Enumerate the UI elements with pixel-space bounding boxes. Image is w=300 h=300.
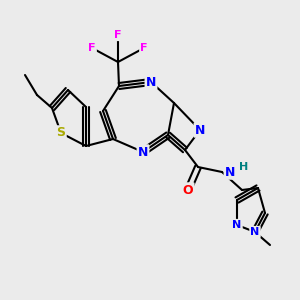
Text: F: F — [114, 30, 122, 40]
Text: N: N — [146, 76, 156, 88]
Text: N: N — [250, 227, 260, 237]
Text: F: F — [140, 43, 148, 53]
Text: N: N — [232, 220, 242, 230]
Text: S: S — [56, 127, 65, 140]
Text: N: N — [138, 146, 148, 158]
Text: N: N — [225, 166, 235, 178]
Text: H: H — [239, 162, 249, 172]
Text: O: O — [183, 184, 193, 196]
Text: N: N — [195, 124, 205, 136]
Text: F: F — [88, 43, 96, 53]
